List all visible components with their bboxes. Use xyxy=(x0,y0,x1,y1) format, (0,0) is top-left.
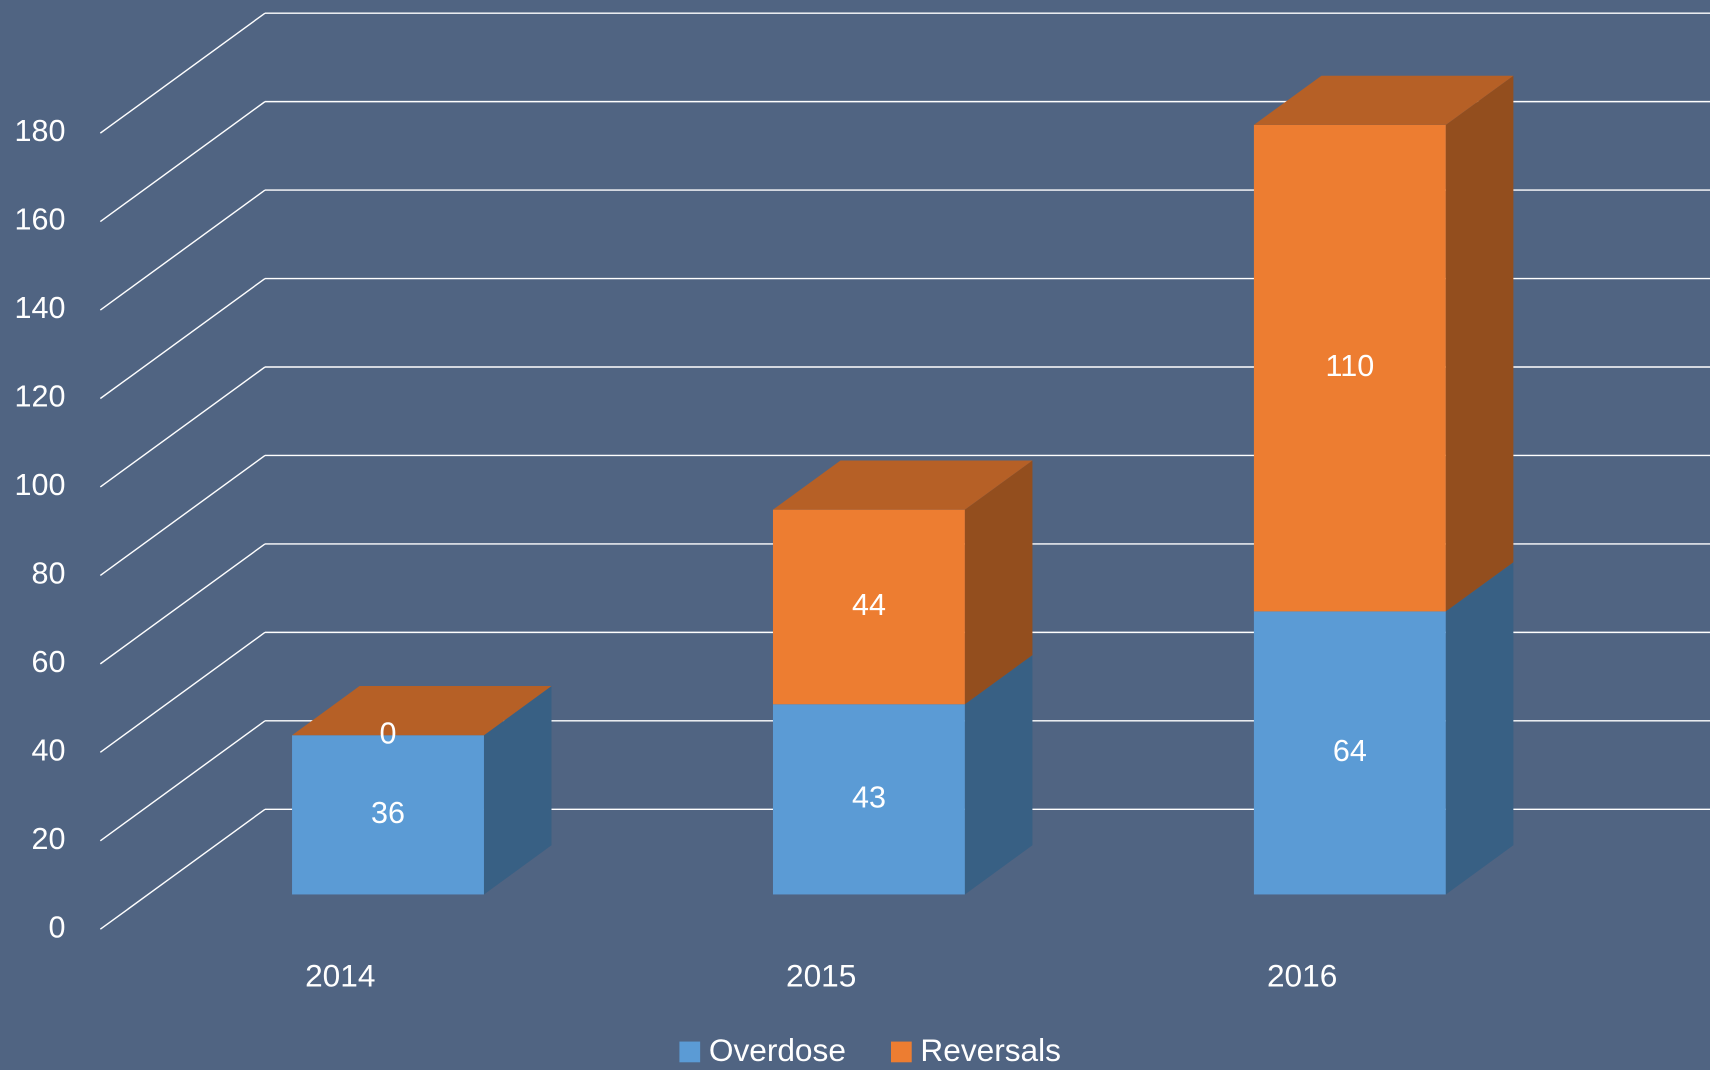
data-label: 44 xyxy=(852,588,886,622)
bar-side xyxy=(483,686,552,895)
y-tick-label: 120 xyxy=(15,380,66,414)
legend-swatch xyxy=(890,1041,912,1063)
bar-front xyxy=(772,704,965,895)
x-tick-label: 2014 xyxy=(305,958,375,994)
legend-label: Overdose xyxy=(709,1032,846,1068)
grid-line xyxy=(99,631,266,753)
grid-line xyxy=(99,543,266,665)
data-label: 0 xyxy=(380,716,397,750)
grid-line xyxy=(99,101,266,223)
grid-line xyxy=(99,12,266,134)
legend-label: Reversals xyxy=(920,1032,1061,1068)
y-tick-label: 180 xyxy=(15,114,66,148)
y-tick-label: 140 xyxy=(15,291,66,325)
bar-front xyxy=(292,735,484,895)
bar-top xyxy=(772,460,1033,510)
bar-front xyxy=(1253,124,1446,612)
y-tick-label: 0 xyxy=(48,910,65,944)
grid-line xyxy=(99,720,266,842)
bar-side xyxy=(1445,75,1514,612)
bar-side xyxy=(964,460,1033,705)
data-label: 110 xyxy=(1326,349,1375,383)
grid-line xyxy=(99,277,266,400)
y-tick-label: 60 xyxy=(31,645,65,679)
grid-line xyxy=(99,808,266,930)
grid-line xyxy=(99,366,266,488)
bar-top xyxy=(1253,75,1514,125)
bar-side xyxy=(1445,562,1514,895)
data-label: 43 xyxy=(852,780,886,814)
grid-line xyxy=(99,189,266,311)
data-label: 36 xyxy=(371,796,405,830)
y-tick-label: 20 xyxy=(31,822,65,856)
x-tick-label: 2016 xyxy=(1267,958,1337,994)
bar-side xyxy=(964,655,1033,895)
y-tick-label: 40 xyxy=(31,733,65,767)
bar-front xyxy=(772,509,965,705)
grid-line xyxy=(99,454,266,576)
x-tick-label: 2015 xyxy=(786,958,856,994)
legend-swatch xyxy=(679,1041,701,1063)
data-label: 64 xyxy=(1333,734,1367,768)
y-tick-label: 100 xyxy=(15,468,66,502)
y-tick-label: 160 xyxy=(15,203,66,237)
bar-top xyxy=(292,686,552,736)
bar-front xyxy=(1253,611,1446,895)
y-tick-label: 80 xyxy=(31,556,65,590)
